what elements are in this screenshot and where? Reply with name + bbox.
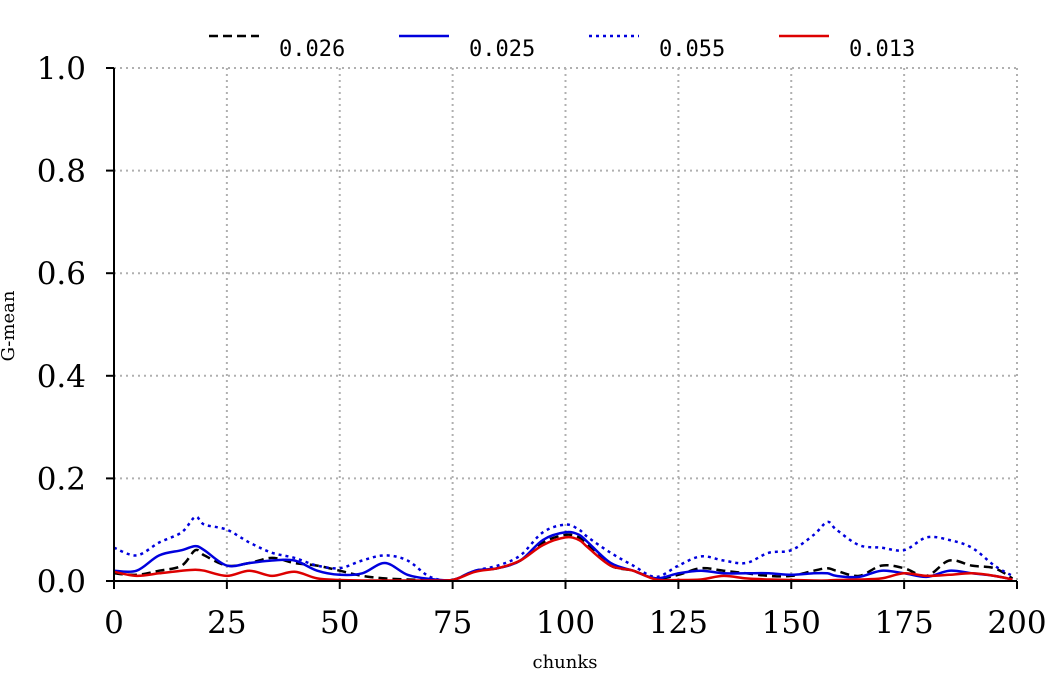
x-tick-label: 50 — [320, 605, 359, 641]
x-tick-label: 75 — [433, 605, 472, 641]
y-tick-label: 0.0 — [37, 564, 86, 600]
grid — [114, 67, 1018, 581]
x-tick-label: 200 — [987, 605, 1046, 641]
legend-label: 0.055 — [659, 37, 725, 62]
x-tick-label: 25 — [207, 605, 246, 641]
x-tick-label: 125 — [649, 605, 708, 641]
series-line-0.025 — [113, 530, 1013, 582]
y-tick-label: 0.8 — [37, 154, 86, 190]
y-tick-label: 1.0 — [37, 51, 86, 87]
x-tick-label: 175 — [875, 605, 934, 641]
series-line-0.013 — [113, 535, 1013, 582]
x-tick-label: 150 — [762, 605, 821, 641]
legend: 0.026 0.025 0.055 0.013 — [209, 34, 915, 62]
y-axis-label: G-mean — [0, 290, 19, 361]
legend-label: 0.025 — [469, 37, 535, 62]
axes — [113, 68, 1017, 582]
series-lines — [113, 515, 1014, 582]
x-axis-label: chunks — [532, 652, 597, 672]
legend-label: 0.013 — [849, 37, 915, 62]
x-tick-label: 0 — [104, 605, 124, 641]
x-tick-label: 100 — [536, 605, 595, 641]
y-tick-label: 0.6 — [37, 256, 86, 292]
y-tick-label: 0.4 — [37, 359, 86, 395]
series-line-0.055 — [113, 515, 1014, 582]
legend-label: 0.026 — [279, 37, 345, 62]
y-tick-label: 0.2 — [37, 461, 86, 497]
tick-labels: 0 25 50 75 100 125 150 175 200 0.0 0.2 0.4 0.6 0.8 1.0 — [37, 51, 1047, 641]
